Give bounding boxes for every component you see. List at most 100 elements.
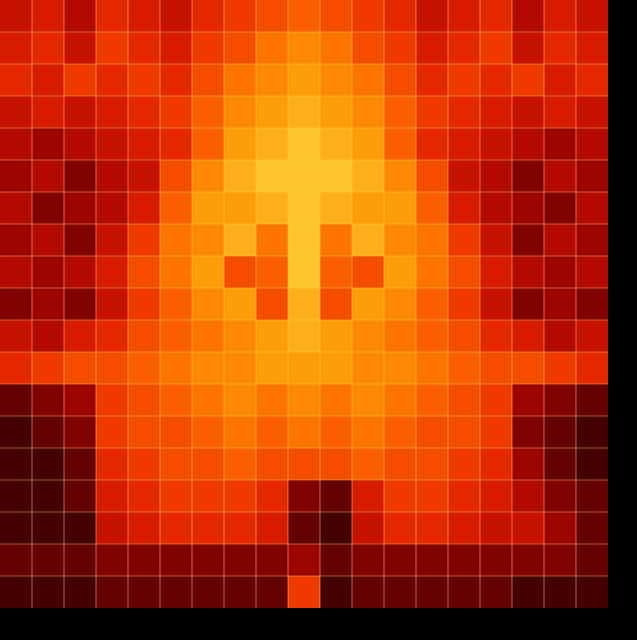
cell [352,512,384,544]
tile-border [287,0,288,608]
cell [320,64,352,96]
cell [448,512,480,544]
cell [448,224,480,256]
cell [288,256,320,288]
cell [480,0,512,32]
cell [224,192,256,224]
cell [160,256,192,288]
cell [160,320,192,352]
cell [160,512,192,544]
cell [512,576,544,608]
cell [448,128,480,160]
cell [576,512,608,544]
chart-container [0,0,637,640]
cell [256,32,288,64]
tile-border [0,511,608,512]
cell [288,160,320,192]
cell [128,448,160,480]
cell [160,32,192,64]
tile-border [159,0,160,608]
cell [96,448,128,480]
cell [192,320,224,352]
cell [448,64,480,96]
cell [576,352,608,384]
cell [576,96,608,128]
cell [576,0,608,32]
cell [32,160,64,192]
cell [64,160,96,192]
cell [320,224,352,256]
cell [576,384,608,416]
cell [576,224,608,256]
cell [384,0,416,32]
cell [320,96,352,128]
cell [384,320,416,352]
cell [416,352,448,384]
cell [128,256,160,288]
cell [224,384,256,416]
cell [320,256,352,288]
cell [160,64,192,96]
cell [544,160,576,192]
cell [352,128,384,160]
cell [544,384,576,416]
tile-border [383,0,384,608]
cell [64,224,96,256]
cell [480,288,512,320]
cell [160,448,192,480]
cell [192,384,224,416]
cell [448,96,480,128]
cell [352,352,384,384]
cell [544,64,576,96]
cell [480,416,512,448]
cell [480,320,512,352]
cell [544,352,576,384]
cell [32,256,64,288]
cell [512,256,544,288]
cell [0,352,32,384]
cell [512,416,544,448]
cell [576,192,608,224]
cell [32,352,64,384]
cell [96,160,128,192]
cell [288,128,320,160]
cell [512,384,544,416]
cell [192,224,224,256]
cell [192,64,224,96]
cell [480,576,512,608]
cell [288,96,320,128]
cell [96,576,128,608]
cell [512,0,544,32]
cell [576,480,608,512]
cell [32,512,64,544]
cell [0,448,32,480]
cell [512,448,544,480]
cell [96,352,128,384]
cell [288,544,320,576]
cell [64,256,96,288]
cell [224,160,256,192]
cell [480,384,512,416]
cell [320,576,352,608]
cell [544,128,576,160]
cell [416,128,448,160]
cell [416,192,448,224]
cell [384,64,416,96]
cell [576,544,608,576]
cell [448,0,480,32]
cell [576,64,608,96]
tile-border [0,63,608,64]
cell [0,192,32,224]
cell [416,224,448,256]
cell [288,64,320,96]
cell [352,384,384,416]
cell [224,96,256,128]
cell [224,576,256,608]
cell [192,544,224,576]
cell [96,416,128,448]
cell [0,576,32,608]
cell [256,96,288,128]
cell [32,416,64,448]
cell [160,384,192,416]
cell [384,224,416,256]
